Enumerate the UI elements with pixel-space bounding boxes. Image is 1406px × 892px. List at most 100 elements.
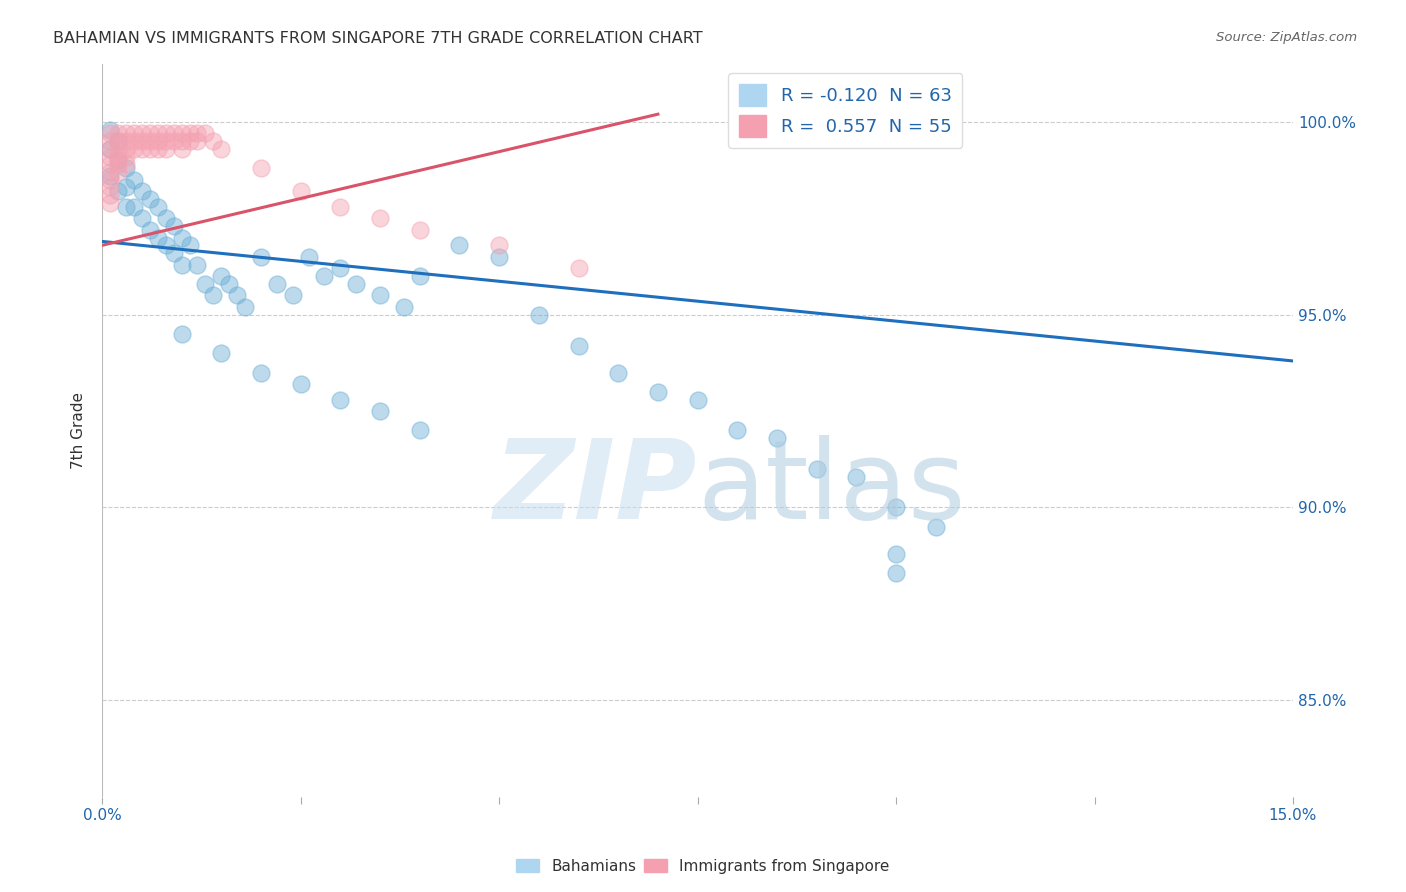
Point xyxy=(368,288,391,302)
Point xyxy=(131,142,153,156)
Point xyxy=(115,150,138,164)
Point xyxy=(98,122,121,136)
Point xyxy=(170,258,193,272)
Point xyxy=(122,200,145,214)
Point xyxy=(146,230,169,244)
Point xyxy=(194,277,217,291)
Point xyxy=(98,142,121,156)
Point xyxy=(409,423,432,437)
Point xyxy=(131,127,153,141)
Point xyxy=(98,127,121,141)
Point xyxy=(281,288,304,302)
Point xyxy=(155,238,177,252)
Point xyxy=(170,127,193,141)
Point xyxy=(186,134,208,148)
Point xyxy=(567,338,589,352)
Point xyxy=(179,134,201,148)
Point xyxy=(368,404,391,418)
Point xyxy=(884,566,907,580)
Point xyxy=(290,377,312,392)
Point xyxy=(925,520,948,534)
Point xyxy=(98,169,121,183)
Point xyxy=(329,200,352,214)
Point xyxy=(115,157,138,171)
Point xyxy=(163,246,186,260)
Point xyxy=(163,127,186,141)
Point xyxy=(766,431,789,445)
Point xyxy=(98,195,121,210)
Point xyxy=(266,277,288,291)
Point xyxy=(179,238,201,252)
Point xyxy=(725,423,748,437)
Point xyxy=(209,269,232,284)
Point xyxy=(98,134,121,148)
Point xyxy=(98,180,121,194)
Point xyxy=(155,127,177,141)
Point xyxy=(98,188,121,202)
Point xyxy=(567,261,589,276)
Point xyxy=(107,134,129,148)
Point xyxy=(170,230,193,244)
Point xyxy=(139,134,162,148)
Point xyxy=(194,127,217,141)
Point xyxy=(290,184,312,198)
Point xyxy=(218,277,240,291)
Point xyxy=(115,134,138,148)
Y-axis label: 7th Grade: 7th Grade xyxy=(72,392,86,469)
Point xyxy=(115,127,138,141)
Point xyxy=(186,127,208,141)
Point xyxy=(250,161,273,176)
Point xyxy=(163,134,186,148)
Point xyxy=(409,223,432,237)
Point xyxy=(146,127,169,141)
Point xyxy=(179,127,201,141)
Point xyxy=(107,165,129,179)
Point xyxy=(139,223,162,237)
Point xyxy=(122,142,145,156)
Text: Source: ZipAtlas.com: Source: ZipAtlas.com xyxy=(1216,31,1357,45)
Point xyxy=(607,366,630,380)
Point xyxy=(170,142,193,156)
Point xyxy=(329,392,352,407)
Point xyxy=(527,308,550,322)
Point xyxy=(146,134,169,148)
Point xyxy=(122,172,145,186)
Point xyxy=(186,258,208,272)
Point xyxy=(163,219,186,233)
Point xyxy=(202,288,225,302)
Point xyxy=(806,462,828,476)
Point xyxy=(329,261,352,276)
Point xyxy=(107,153,129,168)
Point xyxy=(449,238,471,252)
Point xyxy=(107,184,129,198)
Point xyxy=(155,142,177,156)
Point xyxy=(344,277,367,291)
Point xyxy=(409,269,432,284)
Point xyxy=(368,211,391,226)
Legend: Bahamians, Immigrants from Singapore: Bahamians, Immigrants from Singapore xyxy=(510,853,896,880)
Point xyxy=(146,200,169,214)
Point xyxy=(202,134,225,148)
Point xyxy=(226,288,249,302)
Point xyxy=(115,200,138,214)
Text: BAHAMIAN VS IMMIGRANTS FROM SINGAPORE 7TH GRADE CORRELATION CHART: BAHAMIAN VS IMMIGRANTS FROM SINGAPORE 7T… xyxy=(53,31,703,46)
Point xyxy=(233,300,256,314)
Point xyxy=(488,238,510,252)
Point xyxy=(170,134,193,148)
Point xyxy=(139,127,162,141)
Point xyxy=(250,250,273,264)
Point xyxy=(107,150,129,164)
Point xyxy=(139,142,162,156)
Point xyxy=(98,142,121,156)
Point xyxy=(122,134,145,148)
Point xyxy=(139,192,162,206)
Point xyxy=(488,250,510,264)
Point xyxy=(131,184,153,198)
Point xyxy=(884,500,907,515)
Point xyxy=(297,250,319,264)
Point xyxy=(107,134,129,148)
Point xyxy=(155,134,177,148)
Text: atlas: atlas xyxy=(697,435,966,542)
Point xyxy=(170,326,193,341)
Point xyxy=(107,142,129,156)
